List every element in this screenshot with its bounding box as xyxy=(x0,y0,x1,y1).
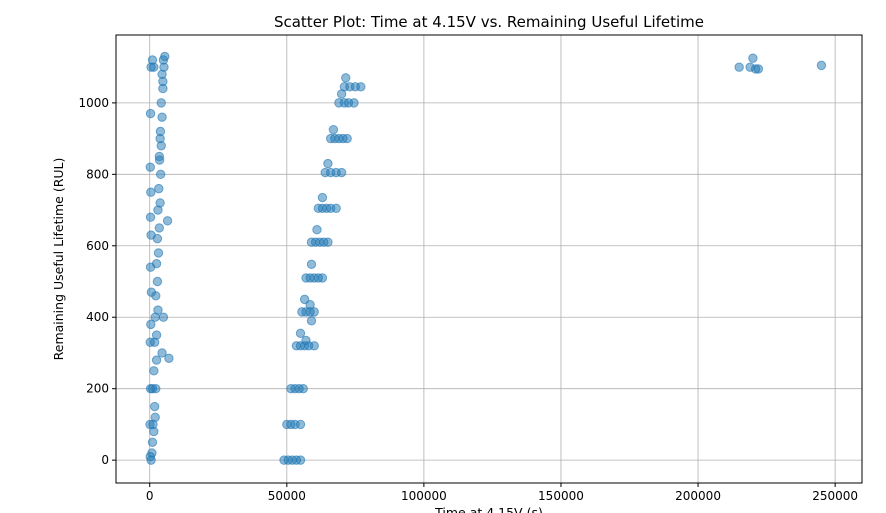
point xyxy=(309,307,319,317)
point xyxy=(158,312,169,322)
point xyxy=(149,62,159,72)
point xyxy=(158,76,168,87)
y-tick-label: 1000 xyxy=(78,96,109,110)
point xyxy=(295,455,306,465)
point xyxy=(295,328,306,339)
x-tick-label: 150000 xyxy=(538,489,584,503)
point xyxy=(753,64,764,74)
point xyxy=(306,316,317,326)
point xyxy=(164,353,174,364)
point xyxy=(145,212,156,222)
point xyxy=(301,335,311,346)
point xyxy=(306,259,317,270)
point xyxy=(312,225,322,235)
ticks: 0 50000 100000 150000 200000 250000 0 200 400 600… xyxy=(78,96,858,503)
point xyxy=(157,112,167,122)
point xyxy=(295,419,306,430)
point xyxy=(154,183,164,194)
x-tick-label: 250000 xyxy=(812,489,858,503)
point xyxy=(331,203,341,213)
point xyxy=(146,230,156,240)
points xyxy=(145,51,827,465)
point xyxy=(146,187,156,197)
point xyxy=(349,98,359,108)
y-tick-label: 600 xyxy=(86,239,109,253)
point xyxy=(154,151,165,162)
point xyxy=(155,169,166,180)
point xyxy=(317,273,328,283)
point xyxy=(323,237,333,247)
point xyxy=(145,262,156,272)
point xyxy=(309,341,319,351)
point xyxy=(816,60,827,71)
x-tick-label: 200000 xyxy=(675,489,721,503)
point xyxy=(153,248,164,258)
point xyxy=(145,337,155,347)
point xyxy=(734,62,744,72)
point xyxy=(305,300,315,310)
point xyxy=(317,192,328,203)
y-tick-label: 400 xyxy=(86,310,109,324)
point xyxy=(152,276,163,287)
grid xyxy=(116,35,862,483)
point xyxy=(356,82,366,92)
point xyxy=(341,73,351,83)
point xyxy=(147,437,158,447)
x-axis-label: Time at 4.15V (s) xyxy=(434,505,543,513)
x-tick-label: 0 xyxy=(146,489,154,503)
point xyxy=(145,383,156,394)
point xyxy=(162,216,173,226)
point xyxy=(157,348,167,358)
point xyxy=(158,55,169,65)
y-tick-label: 0 xyxy=(101,453,109,467)
point xyxy=(328,124,339,135)
x-tick-label: 100000 xyxy=(401,489,447,503)
point xyxy=(153,305,163,315)
point xyxy=(149,366,159,376)
point xyxy=(149,401,160,412)
point xyxy=(748,53,758,63)
point xyxy=(151,355,162,365)
point xyxy=(145,162,155,172)
y-axis-label: Remaining Useful Lifetime (RUL) xyxy=(51,158,66,361)
point xyxy=(155,198,165,208)
point xyxy=(323,158,333,169)
chart-title: Scatter Plot: Time at 4.15V vs. Remainin… xyxy=(274,13,704,31)
point xyxy=(155,133,165,144)
point xyxy=(146,287,157,297)
x-tick-label: 50000 xyxy=(268,489,306,503)
point xyxy=(146,319,156,330)
point xyxy=(336,167,347,178)
point xyxy=(151,330,162,340)
point xyxy=(150,412,160,422)
y-tick-label: 200 xyxy=(86,382,109,396)
point xyxy=(156,98,166,108)
point xyxy=(145,108,156,119)
y-tick-label: 800 xyxy=(86,167,109,181)
point xyxy=(298,383,308,394)
point xyxy=(342,133,352,144)
point xyxy=(145,451,155,462)
point xyxy=(145,419,155,430)
point xyxy=(154,223,165,233)
plot-frame xyxy=(115,34,863,484)
